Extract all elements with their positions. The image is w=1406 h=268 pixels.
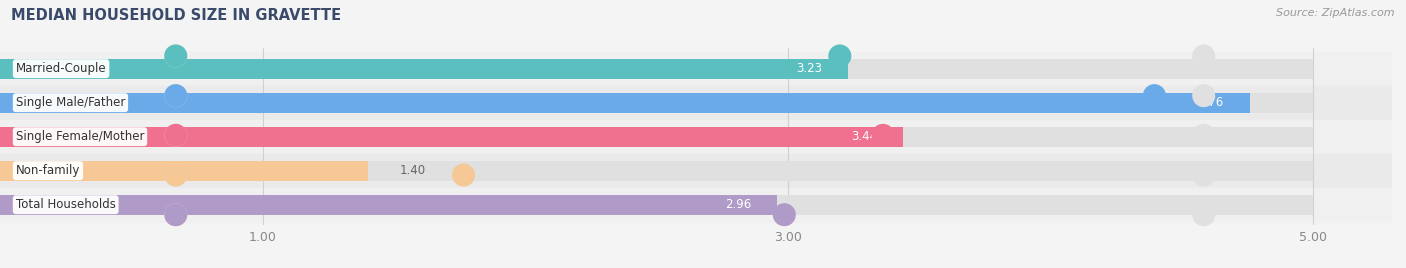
Bar [0, 161, 1313, 181]
Bar [0, 195, 1313, 215]
Bar [0, 195, 778, 215]
Text: 4.76: 4.76 [1198, 96, 1223, 109]
Bar [0, 188, 1392, 222]
Bar [0, 93, 1313, 113]
Bar [0, 161, 368, 181]
Text: Married-Couple: Married-Couple [15, 62, 107, 75]
Bar [0, 59, 848, 79]
Bar [0, 52, 1392, 86]
Bar [0, 154, 1392, 188]
Text: Total Households: Total Households [15, 198, 115, 211]
Bar [0, 86, 1392, 120]
Text: MEDIAN HOUSEHOLD SIZE IN GRAVETTE: MEDIAN HOUSEHOLD SIZE IN GRAVETTE [11, 8, 342, 23]
Bar [0, 120, 1392, 154]
Text: 1.40: 1.40 [399, 164, 426, 177]
Text: 2.96: 2.96 [725, 198, 751, 211]
Text: Single Female/Mother: Single Female/Mother [15, 130, 145, 143]
Bar [0, 127, 1313, 147]
Text: Non-family: Non-family [15, 164, 80, 177]
Bar [0, 93, 1250, 113]
Bar [0, 59, 1313, 79]
Text: 3.44: 3.44 [851, 130, 877, 143]
Bar [0, 127, 904, 147]
Text: Source: ZipAtlas.com: Source: ZipAtlas.com [1277, 8, 1395, 18]
Text: Single Male/Father: Single Male/Father [15, 96, 125, 109]
Text: 3.23: 3.23 [796, 62, 823, 75]
